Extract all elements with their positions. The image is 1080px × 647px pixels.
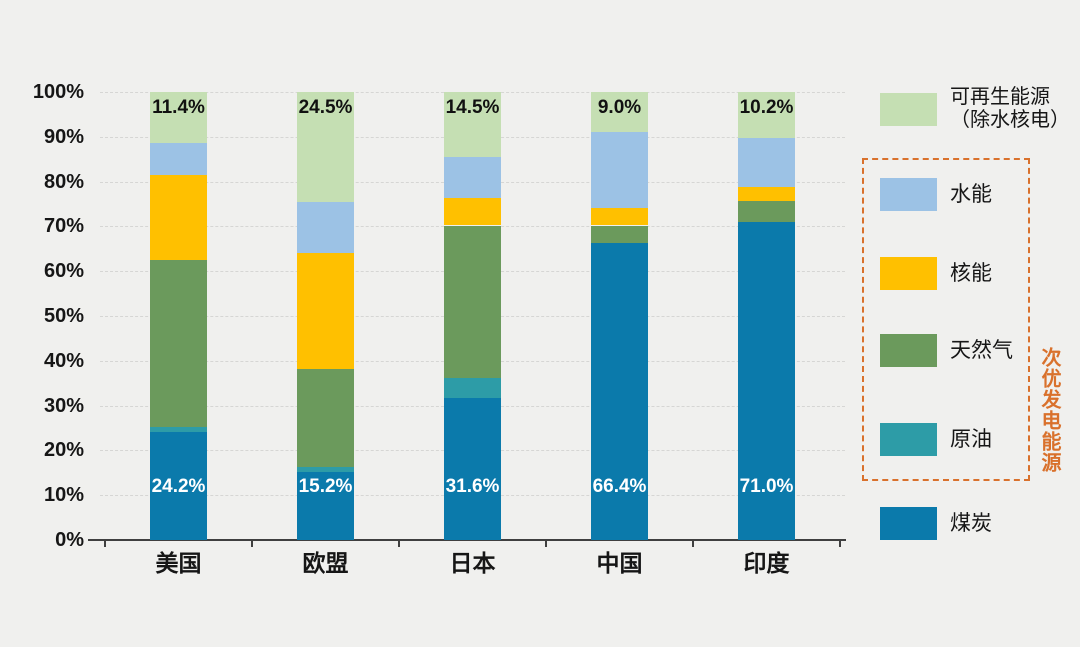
y-axis-tick-label: 70% [43, 215, 84, 238]
bar-segment-coal [297, 471, 354, 540]
bar-segment-gas [738, 200, 795, 222]
bar-segment-renewables [444, 92, 501, 157]
bar-segment-hydro [297, 201, 354, 254]
legend-swatch-renewables [880, 93, 937, 126]
y-axis-tick-label: 40% [43, 349, 84, 372]
y-axis-tick-label: 80% [43, 170, 84, 193]
data-label-renewables: 11.4% [152, 97, 205, 118]
y-axis-tick-label: 50% [43, 305, 84, 327]
suboptimal-group-annotation: 次优发电能源 [1038, 347, 1060, 473]
x-axis-tick [692, 541, 694, 547]
bar-segment-nuclear [150, 175, 207, 260]
legend-label-oil: 原油 [950, 428, 992, 451]
y-axis-tick-label: 30% [43, 394, 84, 417]
x-axis-category-label: 欧盟 [302, 550, 349, 576]
bar-segment-coal [591, 242, 648, 540]
bar-segment-hydro [444, 156, 501, 199]
legend-label-nuclear: 核能 [950, 262, 992, 285]
bar-segment-oil [150, 426, 207, 432]
data-label-coal: 24.2% [151, 476, 206, 497]
bar-segment-coal [444, 398, 501, 540]
bar-segment-renewables [591, 92, 648, 133]
bar-segment-oil [297, 467, 354, 472]
y-axis-tick-label: 0% [55, 529, 84, 551]
bar-segment-renewables [297, 92, 354, 202]
data-label-coal: 71.0% [739, 476, 794, 497]
legend-label-renewables-line1: 可再生能源 [950, 86, 1050, 108]
data-label-renewables: 14.5% [445, 97, 500, 118]
legend-label-coal: 煤炭 [950, 512, 992, 535]
legend-swatch-gas [880, 334, 937, 367]
bar-segment-renewables [738, 92, 795, 138]
x-axis-tick [251, 541, 253, 547]
bar-segment-nuclear [444, 198, 501, 226]
y-axis-tick-label: 10% [43, 484, 84, 507]
x-axis-tick [545, 541, 547, 547]
data-label-coal: 66.4% [592, 476, 647, 497]
data-label-renewables: 9.0% [597, 97, 642, 118]
bar-segment-gas [297, 368, 354, 468]
y-axis-tick-label: 60% [43, 260, 84, 283]
bar-segment-hydro [591, 132, 648, 209]
data-label-renewables: 24.5% [298, 97, 353, 118]
bar-segment-gas [444, 225, 501, 378]
legend-label-gas: 天然气 [950, 339, 1013, 362]
bar-segment-coal [150, 431, 207, 540]
bar-segment-hydro [150, 143, 207, 176]
bar-segment-gas [150, 260, 207, 427]
bar-segment-nuclear [297, 253, 354, 369]
data-label-renewables: 10.2% [739, 97, 794, 118]
x-axis-tick [839, 541, 841, 547]
legend-swatch-coal [880, 507, 937, 540]
y-axis-tick-label: 20% [43, 439, 84, 462]
legend-label-renewables-line2: （除水核电） [950, 109, 1070, 131]
legend-swatch-oil [880, 423, 937, 456]
bar-segment-renewables [150, 92, 207, 144]
x-axis-tick [398, 541, 400, 547]
data-label-coal: 31.6% [445, 476, 500, 497]
x-axis-category-label: 中国 [596, 550, 643, 576]
x-axis-category-label: 印度 [743, 550, 790, 576]
x-axis-category-label: 日本 [449, 550, 496, 576]
y-axis-tick-label: 90% [43, 125, 84, 148]
bar-segment-nuclear [738, 187, 795, 201]
bar-segment-hydro [738, 137, 795, 188]
suboptimal-group-box [862, 158, 1030, 481]
legend-label-hydro: 水能 [950, 183, 992, 206]
x-axis-category-label: 美国 [155, 550, 202, 576]
bar-segment-gas [591, 225, 648, 243]
x-axis-line [88, 539, 846, 541]
bar-segment-nuclear [591, 208, 648, 226]
data-label-coal: 15.2% [298, 476, 353, 497]
legend-label-renewables: 可再生能源 （除水核电） [950, 86, 1070, 132]
legend-swatch-nuclear [880, 257, 937, 290]
y-axis-tick-label: 100% [32, 81, 84, 103]
legend-swatch-hydro [880, 178, 937, 211]
x-axis-tick [104, 541, 106, 547]
bar-segment-oil [444, 377, 501, 399]
bar-segment-coal [738, 221, 795, 540]
